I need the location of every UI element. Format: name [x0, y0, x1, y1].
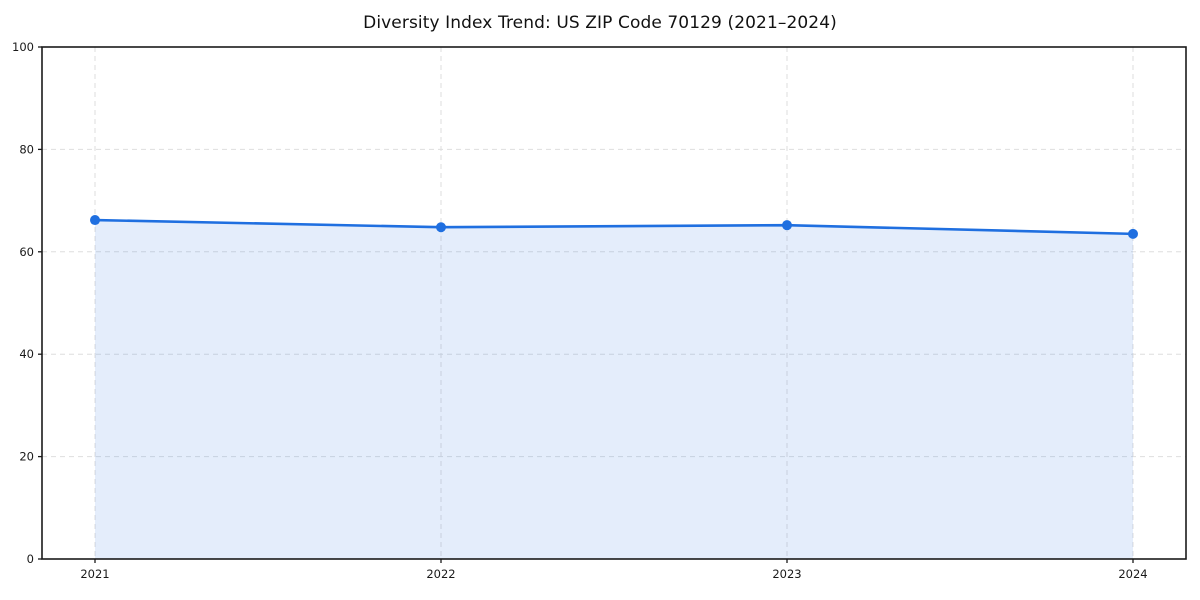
- x-tick-label: 2021: [80, 567, 109, 581]
- x-tick-label: 2024: [1118, 567, 1147, 581]
- y-tick-label: 100: [12, 40, 34, 54]
- plot-border: [41, 46, 1187, 560]
- data-point-marker: [90, 215, 100, 226]
- data-point-marker: [436, 222, 446, 233]
- y-tick-label: 0: [27, 552, 34, 566]
- data-point-marker: [1128, 228, 1138, 239]
- trend-line: [93, 218, 1135, 236]
- y-tick-label: 40: [19, 347, 34, 361]
- y-tick-label: 60: [19, 245, 34, 259]
- x-tick-label: 2022: [426, 567, 455, 581]
- x-tick-label: 2023: [772, 567, 801, 581]
- data-point-marker: [782, 220, 792, 231]
- y-tick-label: 20: [19, 450, 34, 464]
- chart-title: Diversity Index Trend: US ZIP Code 70129…: [363, 13, 837, 33]
- area-fill: [95, 220, 1133, 559]
- y-tick-label: 80: [19, 142, 34, 156]
